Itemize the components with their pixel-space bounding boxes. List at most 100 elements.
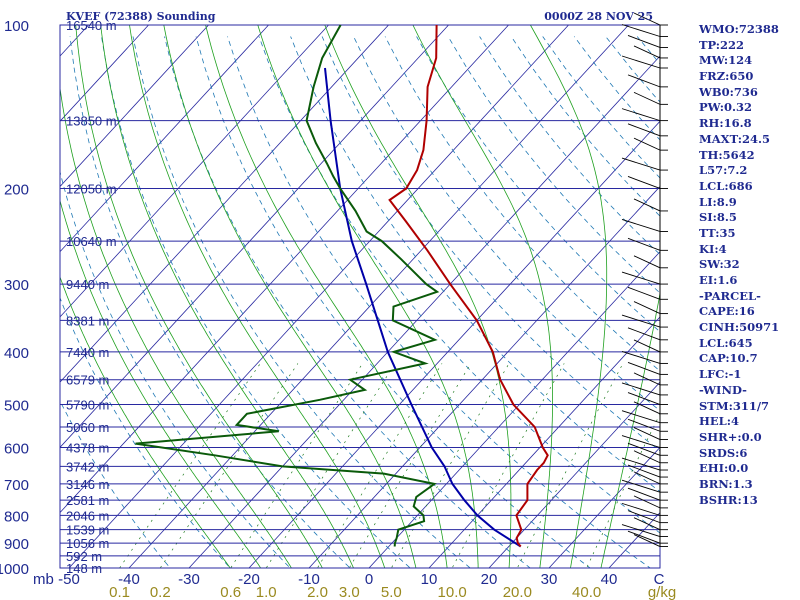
dry-adiabat (164, 36, 531, 568)
isotherm (368, 251, 660, 568)
sounding-index: FRZ:650 (699, 69, 754, 84)
mixing-ratio-tick-label: 5.0 (381, 584, 402, 600)
height-label: 2581 m (66, 493, 109, 508)
wind-barb (627, 35, 661, 48)
mixing-ratio-line (451, 363, 565, 568)
mixing-ratio-line (317, 363, 443, 568)
isotherm (188, 55, 660, 568)
temperature-trace (388, 24, 549, 548)
wind-barb (627, 327, 661, 341)
height-label: 1056 m (66, 536, 109, 551)
dry-adiabat (195, 36, 591, 568)
height-label: 5060 m (66, 420, 109, 435)
wind-barb (633, 495, 661, 509)
wind-barb (621, 108, 661, 122)
height-label: 8381 m (66, 313, 109, 328)
height-label: 6579 m (66, 373, 109, 388)
pressure-tick-label: 700 (4, 477, 29, 494)
wind-barb (621, 479, 661, 493)
wind-barb (621, 382, 661, 396)
moist-adiabat (129, 25, 386, 568)
wind-barb (633, 517, 661, 531)
wind-barb (627, 442, 661, 456)
dry-adiabat (132, 36, 471, 568)
sounding-index: WB0:736 (699, 84, 758, 99)
sounding-index: EI:1.6 (699, 273, 738, 287)
sounding-index: CAP:10.7 (699, 351, 758, 366)
moist-adiabat (60, 199, 262, 568)
sounding-index: HEL:4 (699, 414, 739, 429)
height-label: 4378 m (66, 441, 109, 456)
wind-barb (621, 271, 661, 285)
sounding-indices: WMO:72388 TP:222 MW:124 FRZ:650 WB0:736 PW:0.… (699, 22, 799, 508)
height-label: 10640 m (66, 234, 117, 249)
wind-barb (621, 350, 661, 364)
wind-barb (633, 339, 661, 353)
wind-barb (621, 524, 661, 537)
wind-barb (621, 410, 661, 424)
sounding-index: SRDS:6 (699, 445, 748, 460)
isotherm (60, 25, 269, 253)
sounding-index: RH:16.8 (699, 116, 752, 131)
mixing-ratio-line (119, 363, 261, 568)
sounding-index: BRN:1.3 (699, 476, 753, 491)
sounding-index: MW:124 (699, 53, 753, 68)
isotherm (60, 25, 329, 318)
temperature-tick-label: 10 (421, 571, 438, 588)
temperature-tick-label: 40 (601, 571, 618, 588)
sounding-index: CINH:50971 (699, 320, 780, 335)
pressure-tick-label: 900 (4, 536, 29, 553)
mixing-ratio-line (265, 363, 396, 568)
sounding-index: PW:0.32 (699, 100, 753, 115)
pressure-tick-label: 300 (4, 277, 29, 294)
wind-barb (627, 74, 661, 88)
height-label: 5790 m (66, 398, 109, 413)
wind-barb (621, 157, 661, 171)
chart-title: KVEF (72388) Sounding (66, 10, 216, 23)
sounding-index: -PARCEL- (699, 288, 761, 303)
wind-barb (633, 12, 661, 26)
dry-adiabat (479, 36, 660, 255)
mixing-ratio-tick-label: 0.6 (220, 584, 241, 600)
chart-grid (59, 24, 661, 569)
wind-barb (621, 314, 661, 328)
isotherm (248, 120, 660, 568)
height-label: 1539 m (66, 523, 109, 538)
wind-barb (633, 91, 661, 105)
wind-barb (633, 450, 661, 464)
mixing-ratio-tick-label: 2.0 (307, 584, 328, 600)
mixing-ratio-unit-label: g/kg (648, 584, 676, 600)
moist-adiabat (600, 291, 660, 568)
moist-adiabat (205, 25, 448, 568)
wind-barb (627, 530, 661, 544)
parcel-trace (324, 67, 522, 548)
sounding-index: WMO:72388 (699, 22, 779, 36)
temperature-tick-label: -30 (178, 571, 200, 588)
sounding-index: STM:311/7 (699, 398, 770, 413)
dry-adiabat (321, 36, 660, 452)
temperature-unit-label: C (654, 571, 665, 588)
isotherm (428, 316, 660, 568)
wind-barb (627, 487, 661, 501)
isotherm (60, 25, 389, 383)
wind-barb (627, 510, 661, 524)
dry-adiabat (60, 170, 291, 568)
isotherm (60, 25, 149, 122)
valid-time: 0000Z 28 NOV 25 (544, 10, 653, 23)
mixing-ratio-tick-label: 40.0 (572, 584, 601, 600)
height-label: 592 m (66, 549, 102, 564)
mixing-ratio-tick-label: 10.0 (438, 584, 467, 600)
sounding-index: TP:222 (699, 37, 745, 52)
dewpoint-trace (135, 24, 440, 547)
temperature-tick-label: 30 (541, 571, 558, 588)
dry-adiabat (447, 36, 660, 294)
height-label: 148 m (66, 561, 102, 576)
sounding-index: LFC:-1 (699, 367, 742, 382)
temperature-tick-label: -20 (238, 571, 260, 588)
isotherm (60, 25, 509, 514)
wind-barb (633, 372, 661, 386)
wind-barb (633, 45, 661, 59)
wind-barb (633, 427, 661, 440)
sounding-index: TT:35 (699, 225, 736, 240)
